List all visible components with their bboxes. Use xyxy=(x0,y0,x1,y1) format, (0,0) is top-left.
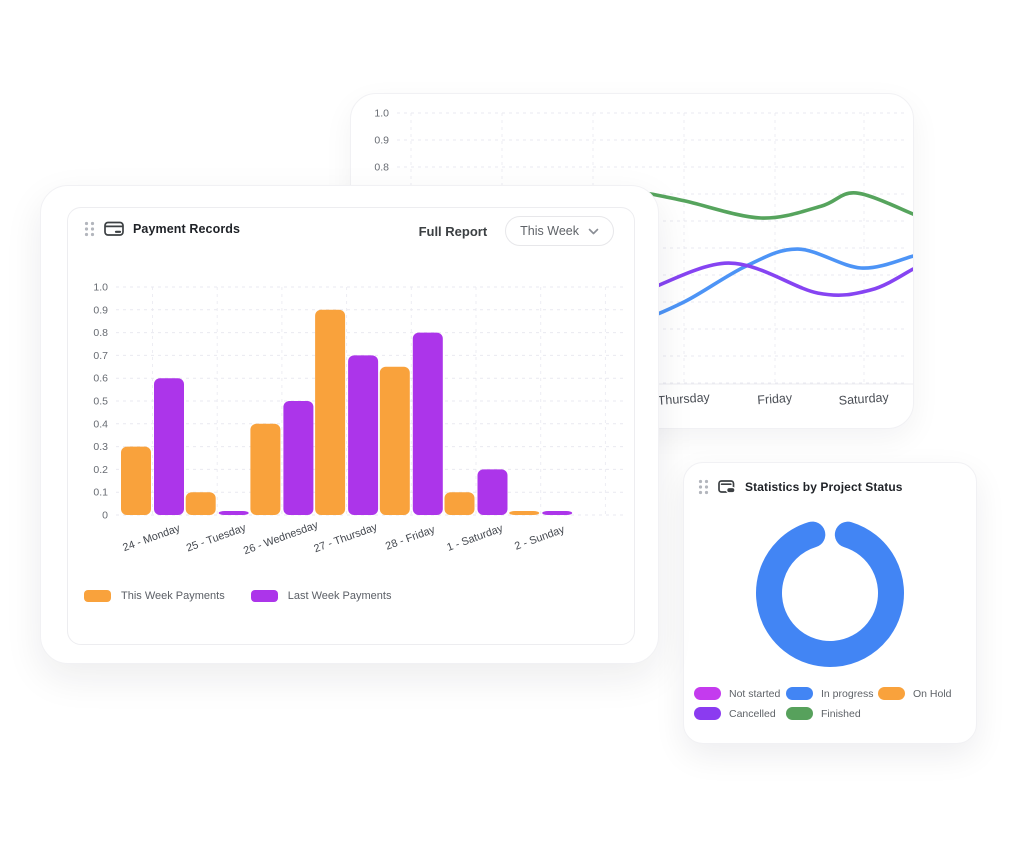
donut-chart xyxy=(756,519,904,667)
legend-item-this-week: This Week Payments xyxy=(84,590,225,602)
donut-ring-in-progress xyxy=(756,519,904,667)
project-board-icon xyxy=(718,479,736,495)
stats-card-title: Statistics by Project Status xyxy=(745,480,903,494)
range-selector-dropdown[interactable]: This Week xyxy=(505,216,614,246)
y-tick-label: 0.6 xyxy=(93,373,108,385)
range-selector-value: This Week xyxy=(520,224,579,238)
not-started-swatch xyxy=(694,687,721,700)
legend-item-in-progress: In progress xyxy=(786,687,878,700)
legend-item-last-week: Last Week Payments xyxy=(250,590,391,602)
payment-card-title: Payment Records xyxy=(133,222,241,236)
payment-card-header: Payment Records Full Report This Week xyxy=(68,208,634,252)
finished-swatch xyxy=(786,707,813,720)
y-tick-label: 0.8 xyxy=(93,327,108,339)
x-label: 26 - Wednesday xyxy=(242,519,320,557)
legend-item-cancelled: Cancelled xyxy=(694,707,786,720)
stats-card-header: Statistics by Project Status xyxy=(684,463,976,507)
bar-series1-6 xyxy=(542,511,573,515)
x-label: 27 - Thursday xyxy=(312,521,379,555)
bar-series1-3 xyxy=(348,355,379,515)
bar-series0-4 xyxy=(379,366,410,515)
bar-series1-4 xyxy=(412,332,443,515)
bar-series0-3 xyxy=(315,309,346,515)
bar-series1-1 xyxy=(218,511,249,515)
y-tick-label: 0.7 xyxy=(93,350,108,362)
bar-series0-5 xyxy=(444,492,475,515)
bar-series0-0 xyxy=(121,446,151,515)
legend-item-on-hold: On Hold xyxy=(878,687,970,700)
y-tick-label: 1.0 xyxy=(374,108,389,120)
bar-series0-2 xyxy=(250,423,281,515)
legend-item-finished: Finished xyxy=(786,707,878,720)
y-tick-label: 0.3 xyxy=(93,441,108,453)
legend-item-not-started: Not started xyxy=(694,687,786,700)
in-progress-swatch xyxy=(786,687,813,700)
y-tick-label: 1.0 xyxy=(93,282,108,294)
bar-series1-0 xyxy=(154,378,184,515)
y-tick-label: 0.8 xyxy=(374,162,389,174)
y-tick-label: 0.2 xyxy=(93,464,108,476)
full-report-button[interactable]: Full Report xyxy=(418,223,488,239)
x-label: 24 - Monday xyxy=(121,522,182,554)
cancelled-swatch xyxy=(694,707,721,720)
chevron-down-icon xyxy=(588,228,599,235)
x-label: 2 - Sunday xyxy=(513,523,567,552)
bar-series1-5 xyxy=(477,469,508,515)
day-label: Saturday xyxy=(838,390,890,408)
bar-series0-6 xyxy=(509,511,540,515)
credit-card-icon xyxy=(104,221,124,237)
bar-series1-2 xyxy=(283,401,314,515)
x-label: 1 - Saturday xyxy=(445,522,505,554)
on-hold-swatch xyxy=(878,687,905,700)
bar-series0-1 xyxy=(185,492,216,515)
drag-handle-icon[interactable] xyxy=(698,479,709,495)
y-tick-label: 0.1 xyxy=(93,487,108,499)
y-tick-label: 0.5 xyxy=(93,396,108,408)
last-week-swatch xyxy=(250,590,278,602)
payment-legend: This Week Payments Last Week Payments xyxy=(84,590,391,602)
y-tick-label: 0.9 xyxy=(374,135,389,147)
this-week-swatch xyxy=(84,590,111,602)
x-label: 25 - Tuesday xyxy=(185,522,248,555)
y-tick-label: 0.9 xyxy=(93,304,108,316)
drag-handle-icon[interactable] xyxy=(84,221,95,237)
stats-legend: Not started In progress On Hold Cancelle… xyxy=(694,687,970,727)
project-status-card: Statistics by Project Status Not started… xyxy=(683,462,977,744)
day-label: Friday xyxy=(757,391,793,407)
x-label: 28 - Friday xyxy=(384,524,437,553)
day-label: Thursday xyxy=(657,390,711,408)
y-tick-label: 0.4 xyxy=(93,418,108,430)
y-tick-label: 0 xyxy=(102,510,108,522)
bar-chart: 0 0.1 0.2 0.3 0.4 0.5 0.6 0.7 0.8 0.9 1.0 24 - Mond… xyxy=(93,282,624,557)
